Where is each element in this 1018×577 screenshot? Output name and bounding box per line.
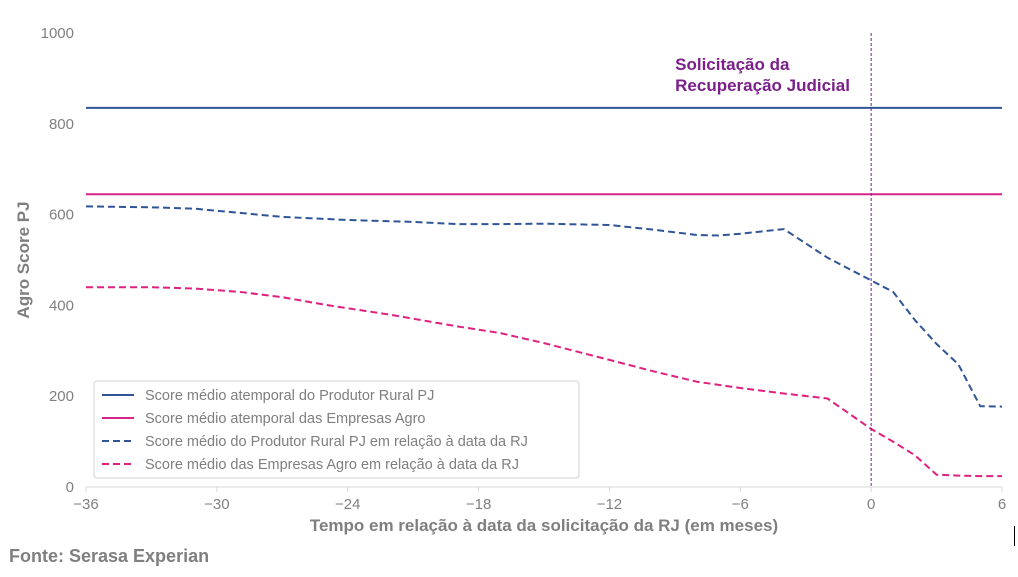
y-tick-label: 800 <box>49 116 74 133</box>
x-tick-label: −18 <box>466 496 491 513</box>
series-line-4 <box>86 286 1002 478</box>
x-tick-label: 6 <box>998 496 1006 513</box>
rj-annotation-text: Recuperação Judicial <box>675 76 850 95</box>
y-tick-label: 400 <box>49 297 74 314</box>
y-tick-label: 1000 <box>41 25 74 42</box>
legend-label: Score médio das Empresas Agro em relação… <box>145 457 519 473</box>
x-tick-label: −12 <box>597 496 622 513</box>
legend-label: Score médio do Produtor Rural PJ em rela… <box>145 434 528 450</box>
legend-label: Score médio atemporal do Produtor Rural … <box>145 388 434 404</box>
chart-legend: Score médio atemporal do Produtor Rural … <box>93 380 580 479</box>
y-tick-label: 200 <box>49 388 74 405</box>
x-axis-title: Tempo em relação à data da solicitação d… <box>310 516 778 535</box>
rj-annotation-text: Solicitação da <box>675 55 790 74</box>
y-axis-title: Agro Score PJ <box>14 201 33 318</box>
chart-axes: 0 200 400 600 800 1000 −36 −30 −24 −18 −12 −6 0 6 Temp… <box>14 25 1006 535</box>
y-tick-label: 0 <box>66 479 74 496</box>
legend-box <box>93 380 580 479</box>
text-cursor <box>1014 526 1015 546</box>
line-chart: 0 200 400 600 800 1000 −36 −30 −24 −18 −12 −6 0 6 Temp… <box>14 25 1006 535</box>
x-tick-label: 0 <box>867 496 875 513</box>
x-tick-label: −6 <box>732 496 749 513</box>
x-tick-label: −24 <box>335 496 360 513</box>
x-tick-label: −36 <box>73 496 98 513</box>
series-line-3 <box>85 205 1003 408</box>
legend-label: Score médio atemporal das Empresas Agro <box>145 411 425 427</box>
source-note: Fonte: Serasa Experian <box>9 546 210 566</box>
x-tick-label: −30 <box>204 496 229 513</box>
y-tick-label: 600 <box>49 207 74 224</box>
rj-annotation: Solicitação da Recuperação Judicial <box>675 33 872 487</box>
chart-series <box>85 106 1003 478</box>
